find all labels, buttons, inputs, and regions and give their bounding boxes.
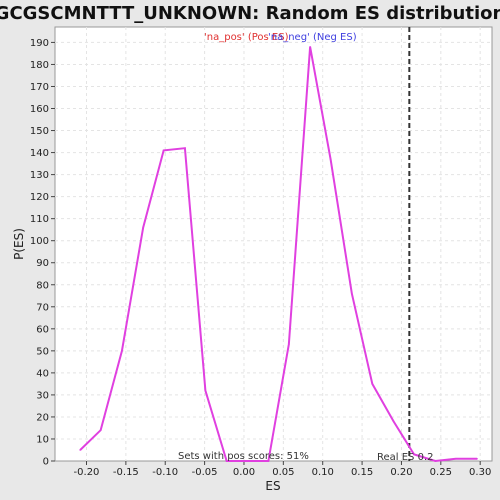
plot-area	[55, 27, 492, 461]
y-tick-label: 110	[30, 214, 49, 225]
x-tick-label: -0.15	[113, 467, 139, 478]
y-tick-label: 190	[30, 38, 49, 49]
y-tick-label: 50	[36, 346, 49, 357]
data-point	[163, 150, 165, 152]
x-tick-label: 0.00	[233, 467, 255, 478]
x-axis-label: ES	[265, 479, 280, 493]
y-tick-label: 160	[30, 104, 49, 115]
data-point	[184, 147, 186, 149]
y-tick-label: 80	[36, 280, 49, 291]
y-tick-label: 70	[36, 302, 49, 313]
y-tick-label: 30	[36, 390, 49, 401]
x-axis: -0.20 -0.15 -0.10 -0.05 0.00 0.05 0.10 0.15 0.20…	[74, 461, 492, 478]
data-point	[79, 449, 81, 451]
legend-neg: 'na_neg' (Neg ES)	[268, 32, 357, 43]
y-axis: 0 10 20 30 40 50 60 70 80 90 100 110 120 130 140 150 160…	[30, 38, 55, 468]
x-tick-label: 0.10	[312, 467, 334, 478]
x-tick-label: 0.20	[390, 467, 412, 478]
data-point	[100, 429, 102, 431]
data-point	[435, 460, 437, 462]
data-point	[393, 421, 395, 423]
y-tick-label: 140	[30, 148, 49, 159]
y-tick-label: 40	[36, 368, 49, 379]
y-tick-label: 120	[30, 192, 49, 203]
y-tick-label: 60	[36, 324, 49, 335]
pos-scores-label: Sets with pos scores: 51%	[178, 451, 309, 462]
x-tick-label: 0.30	[469, 467, 491, 478]
y-tick-label: 150	[30, 126, 49, 137]
data-point	[330, 158, 332, 160]
y-tick-label: 100	[30, 236, 49, 247]
y-tick-label: 0	[43, 457, 49, 468]
x-tick-label: 0.25	[430, 467, 452, 478]
data-point	[288, 343, 290, 345]
x-tick-label: 0.15	[351, 467, 373, 478]
y-axis-label: P(ES)	[12, 228, 26, 260]
y-tick-label: 180	[30, 60, 49, 71]
y-tick-label: 20	[36, 412, 49, 423]
data-point	[455, 458, 457, 460]
x-tick-label: -0.20	[74, 467, 100, 478]
data-point	[309, 46, 311, 48]
y-tick-label: 10	[36, 434, 49, 445]
x-tick-label: -0.10	[152, 467, 178, 478]
real-es-label: Real ES 0.2	[377, 452, 433, 463]
data-point	[372, 383, 374, 385]
x-tick-label: -0.05	[192, 467, 218, 478]
data-point	[351, 293, 353, 295]
data-point	[476, 458, 478, 460]
y-tick-label: 130	[30, 170, 49, 181]
chart-title: GCGSCMNTTT_UNKNOWN: Random ES distributi…	[0, 3, 500, 24]
data-point	[205, 390, 207, 392]
y-tick-label: 90	[36, 258, 49, 269]
y-tick-label: 170	[30, 82, 49, 93]
data-point	[121, 350, 123, 352]
x-tick-label: 0.05	[272, 467, 294, 478]
data-point	[142, 227, 144, 229]
